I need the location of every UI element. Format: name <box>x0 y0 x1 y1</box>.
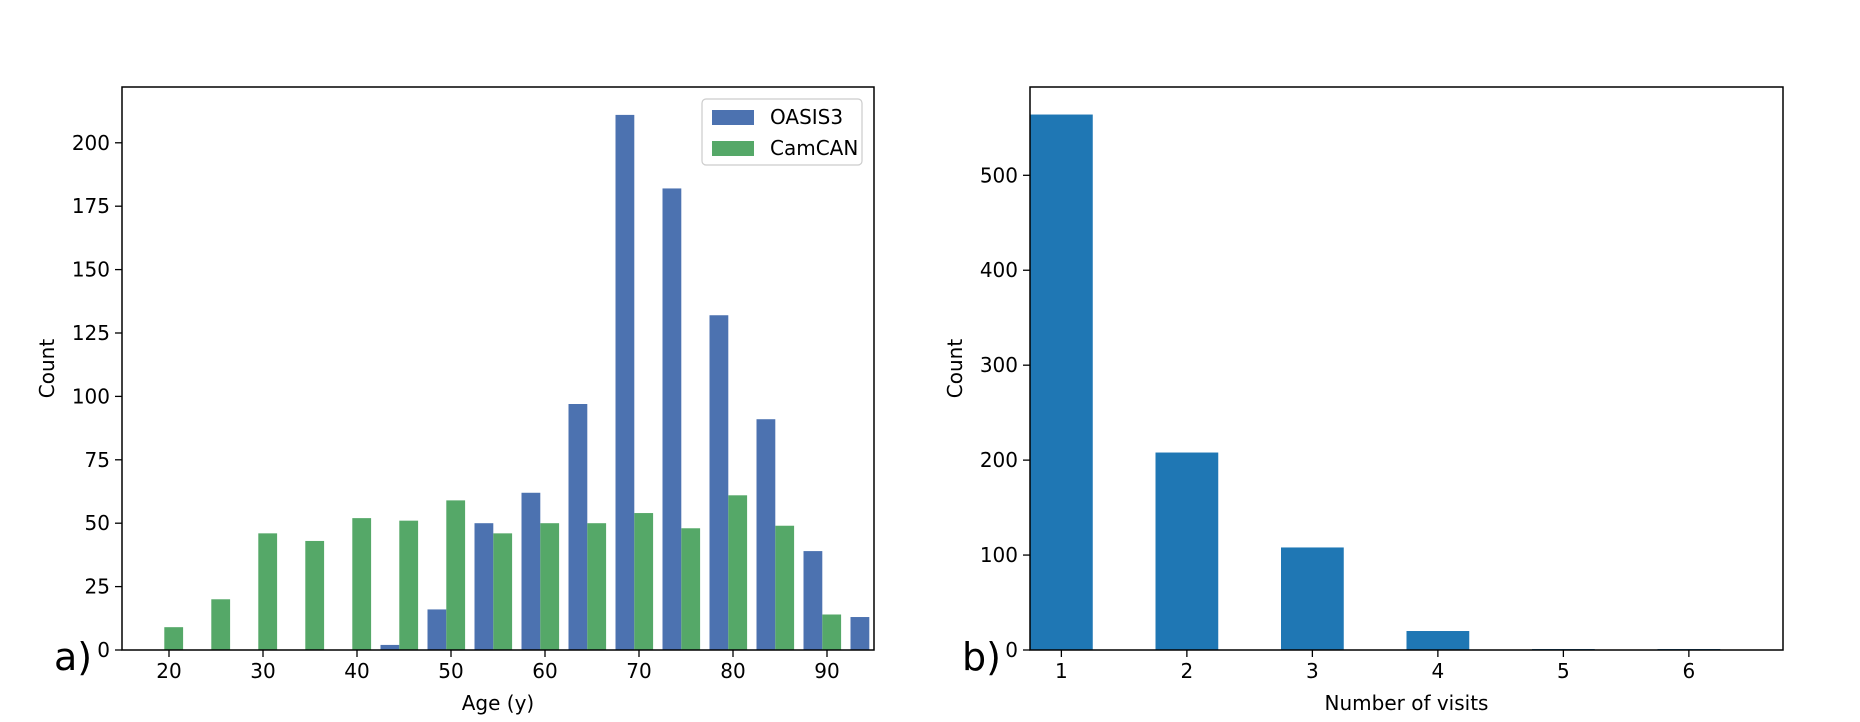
bar-camcan <box>164 627 184 650</box>
panel-b-xtick-label: 5 <box>1557 659 1570 683</box>
panel-b-x-axis-label: Number of visits <box>1325 691 1489 715</box>
panel-b-ytick-label: 200 <box>980 448 1018 472</box>
panel-a-ytick-label: 125 <box>72 321 110 345</box>
bar-oasis3 <box>850 617 870 650</box>
panel-a-xtick-label: 80 <box>720 659 745 683</box>
panel-b-xtick-label: 3 <box>1306 659 1319 683</box>
panel-a-ytick-label: 0 <box>97 638 110 662</box>
bar-oasis3 <box>709 315 729 650</box>
bar-camcan <box>681 528 701 650</box>
panel-a-ytick-label: 150 <box>72 258 110 282</box>
panel-a-age-histogram: 0 25 50 75 100 125 150 175 200 20 30 40 50 60 70 80 90 Ag… <box>35 86 875 715</box>
legend-swatch-oasis3 <box>712 110 754 125</box>
legend-label-camcan: CamCAN <box>770 136 858 160</box>
panel-b-axes-frame <box>1029 86 1784 651</box>
panel-a-ytick-label: 175 <box>72 194 110 218</box>
panel-a-ytick-label: 50 <box>85 511 110 535</box>
panel-b-y-axis-label: Count <box>943 339 967 399</box>
bar-oasis3 <box>662 188 682 650</box>
panel-b-xtick-label: 4 <box>1432 659 1445 683</box>
panel-a-panel-label: a) <box>54 635 92 679</box>
bar-oasis3 <box>427 609 447 650</box>
legend-swatch-camcan <box>712 141 754 156</box>
bar-oasis3 <box>474 523 494 650</box>
bar-oasis3 <box>615 114 635 651</box>
bar-visits-3 <box>1281 547 1344 650</box>
panel-a-x-axis-label: Age (y) <box>462 691 534 715</box>
panel-a-xtick-label: 60 <box>532 659 557 683</box>
panel-b-ytick-label: 500 <box>980 163 1018 187</box>
bar-camcan <box>399 520 419 650</box>
bar-oasis3 <box>521 492 541 650</box>
bar-visits-2 <box>1155 452 1219 650</box>
bar-visits-4 <box>1406 631 1470 650</box>
panel-a-ytick-label: 75 <box>85 448 110 472</box>
panel-a-y-axis-label: Count <box>35 339 59 399</box>
panel-a-xtick-label: 70 <box>626 659 651 683</box>
bar-camcan <box>446 500 466 650</box>
bar-camcan <box>258 533 278 650</box>
bar-oasis3 <box>380 644 400 650</box>
panel-a-xtick-label: 20 <box>156 659 181 683</box>
legend-label-oasis3: OASIS3 <box>770 105 843 129</box>
panel-b-xtick-label: 1 <box>1055 659 1068 683</box>
bar-camcan <box>775 525 795 650</box>
bar-oasis3 <box>803 551 823 650</box>
bar-oasis3 <box>756 419 776 650</box>
bar-camcan <box>587 523 607 650</box>
panel-a-xtick-label: 30 <box>250 659 275 683</box>
panel-a-ytick-label: 25 <box>85 575 110 599</box>
bar-camcan <box>493 533 513 650</box>
panel-b-xtick-label: 2 <box>1181 659 1194 683</box>
bar-oasis3 <box>568 404 588 650</box>
panel-b-xtick-label: 6 <box>1683 659 1696 683</box>
bar-camcan <box>540 523 560 650</box>
bar-camcan <box>352 518 372 650</box>
panel-a-ytick-label: 200 <box>72 131 110 155</box>
panel-b-ytick-label: 100 <box>980 543 1018 567</box>
panel-a-legend: OASIS3 CamCAN <box>701 98 863 166</box>
panel-a-axes-frame <box>121 86 875 651</box>
bar-camcan <box>728 495 748 650</box>
panel-b-ytick-label: 300 <box>980 353 1018 377</box>
bar-camcan <box>822 614 842 650</box>
bar-visits-1 <box>1030 114 1093 650</box>
panel-b-visits-histogram: 0 100 200 300 400 500 1 2 3 4 5 6 Number of visits Co… <box>943 86 1784 715</box>
panel-b-panel-label: b) <box>962 635 1001 679</box>
bar-camcan <box>211 599 231 650</box>
panel-a-xtick-label: 50 <box>438 659 463 683</box>
panel-a-xtick-label: 40 <box>344 659 369 683</box>
panel-a-ytick-label: 100 <box>72 384 110 408</box>
bar-camcan <box>305 540 325 650</box>
panel-b-ytick-label: 400 <box>980 258 1018 282</box>
bar-camcan <box>634 513 654 650</box>
panel-a-xtick-label: 90 <box>814 659 839 683</box>
panel-b-ytick-label: 0 <box>1005 638 1018 662</box>
